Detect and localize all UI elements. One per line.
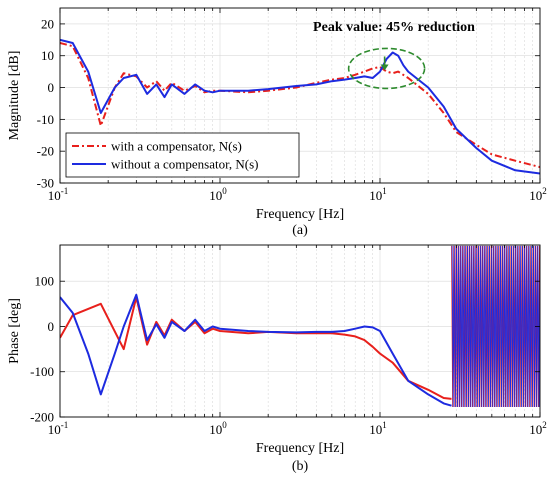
x-tick-label: 102 (529, 420, 547, 437)
x-tick-label: 10-1 (48, 420, 69, 437)
y-tick-label: 10 (41, 48, 54, 63)
legend-label: without a compensator, N(s) (111, 157, 259, 172)
panel-label: (a) (292, 223, 308, 238)
y-tick-label: -20 (37, 144, 54, 159)
oscillation-without-compensator (451, 245, 540, 408)
legend-label: with a compensator, N(s) (111, 139, 242, 154)
x-tick-label: 101 (369, 186, 387, 203)
x-tick-label-base: 10 (529, 422, 542, 437)
series-group (60, 38, 540, 175)
series-group (60, 245, 540, 408)
x-tick-label-base: 10 (48, 188, 61, 203)
x-tick-label: 10-1 (48, 186, 69, 203)
y-tick-label: 100 (35, 274, 55, 289)
x-tick-label-exponent: 0 (222, 186, 227, 196)
x-tick-label: 100 (209, 420, 227, 437)
annotation-ellipse (347, 47, 426, 90)
x-tick-label-exponent: -1 (61, 420, 69, 430)
x-tick-label-exponent: 2 (542, 420, 547, 430)
x-tick-label-base: 10 (209, 188, 222, 203)
x-tick-label-base: 10 (209, 422, 222, 437)
y-tick-label: -10 (37, 112, 54, 127)
x-tick-label: 101 (369, 420, 387, 437)
phase-oscillation (451, 245, 540, 408)
x-axis-label: Frequency [Hz] (256, 441, 344, 456)
x-tick-label: 102 (529, 186, 547, 203)
x-tick-label-base: 10 (48, 422, 61, 437)
series-line-without-compensator (60, 38, 540, 175)
legend: with a compensator, N(s) without a compen… (65, 132, 300, 178)
x-tick-label-exponent: 2 (542, 186, 547, 196)
x-tick-label-base: 10 (529, 188, 542, 203)
y-axis-label: Magnitude [dB] (7, 51, 22, 141)
y-tick-label: 0 (48, 319, 55, 334)
ticks (59, 8, 541, 184)
panel-label: (b) (292, 459, 309, 474)
x-tick-label-base: 10 (369, 188, 382, 203)
axes-frame (59, 244, 541, 418)
ticks (59, 245, 541, 418)
x-tick-label-exponent: 0 (222, 420, 227, 430)
y-tick-label: 20 (41, 16, 54, 31)
x-tick-label-base: 10 (369, 422, 382, 437)
x-tick-label-exponent: -1 (61, 186, 69, 196)
annotation: Peak value: 45% reduction (313, 20, 475, 90)
annotation-arrow-head (380, 64, 389, 71)
annotation-text: Peak value: 45% reduction (313, 20, 475, 35)
y-axis-label: Phase [deg] (7, 298, 22, 364)
y-tick-label: -30 (37, 176, 54, 191)
axes-frame (59, 7, 541, 184)
x-tick-label-exponent: 1 (382, 186, 387, 196)
series-line-without-compensator (60, 293, 452, 407)
legend-box (65, 132, 300, 178)
x-tick-label-exponent: 1 (382, 420, 387, 430)
y-tick-label: 0 (48, 80, 55, 95)
x-axis-label: Frequency [Hz] (256, 207, 344, 222)
y-tick-label: -100 (30, 364, 54, 379)
y-tick-label: -200 (30, 410, 54, 425)
x-tick-label: 100 (209, 186, 227, 203)
